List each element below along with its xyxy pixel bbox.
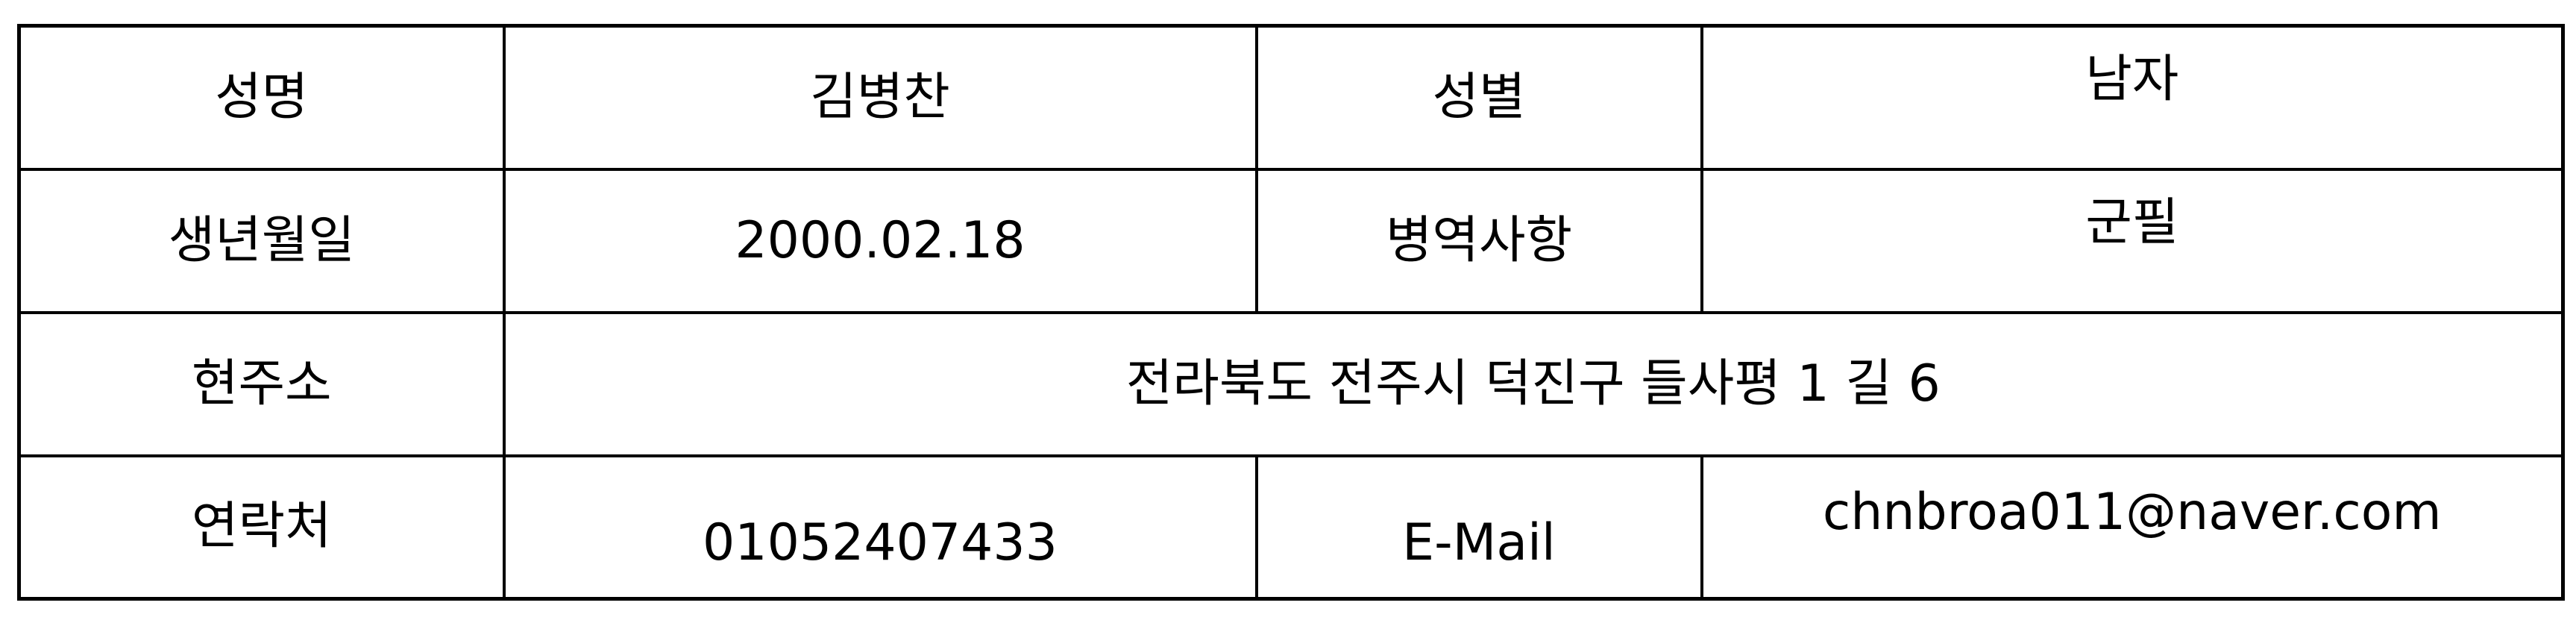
table-row-name-gender: 성명 김병찬 성별 남자: [17, 24, 2565, 171]
label-gender: 성별: [1254, 24, 1703, 171]
value-email: chnbroa011@naver.com: [1700, 454, 2565, 601]
personal-info-table: 성명 김병찬 성별 남자 생년월일 2000.02.18 병역사항 군필 현주소…: [17, 24, 2565, 601]
label-military-service: 병역사항: [1254, 167, 1703, 314]
label-contact: 연락처: [17, 454, 506, 601]
value-address: 전라북도 전주시 덕진구 들사평 1 길 6: [502, 310, 2565, 457]
table-row-birth-military: 생년월일 2000.02.18 병역사항 군필: [17, 167, 2565, 314]
label-name: 성명: [17, 24, 506, 171]
table-row-address: 현주소 전라북도 전주시 덕진구 들사평 1 길 6: [17, 310, 2565, 457]
label-birthdate: 생년월일: [17, 167, 506, 314]
value-birthdate: 2000.02.18: [502, 167, 1258, 314]
value-gender: 남자: [1700, 24, 2565, 171]
table-row-contact-email: 연락처 01052407433 E-Mail chnbroa011@naver.…: [17, 454, 2565, 601]
label-address: 현주소: [17, 310, 506, 457]
value-name: 김병찬: [502, 24, 1258, 171]
value-military-service: 군필: [1700, 167, 2565, 314]
value-phone: 01052407433: [502, 454, 1258, 601]
label-email: E-Mail: [1254, 454, 1703, 601]
